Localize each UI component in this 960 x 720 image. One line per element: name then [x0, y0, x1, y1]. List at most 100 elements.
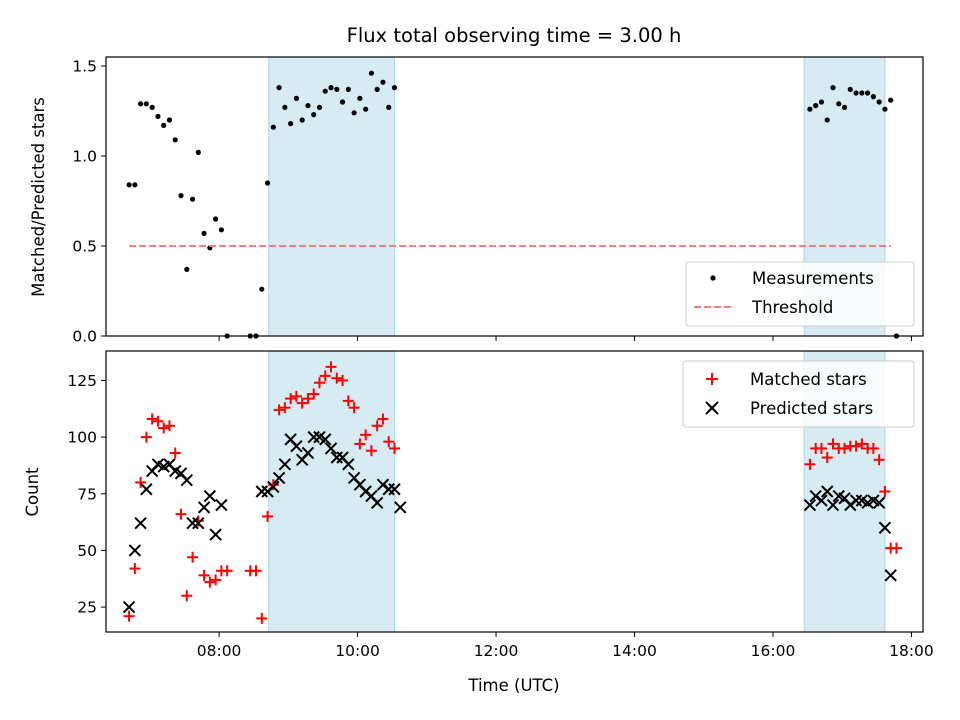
measurement-point — [189, 196, 196, 202]
matched-star-point — [290, 390, 302, 402]
measurement-point — [876, 99, 882, 105]
measurement-point — [807, 106, 813, 112]
matched-star-point — [140, 431, 152, 443]
matched-star-point — [850, 440, 862, 452]
chart-title: Flux total observing time = 3.00 h — [347, 24, 682, 47]
predicted-star-point — [215, 498, 228, 512]
predicted-star-point — [180, 473, 193, 487]
measurement-point — [357, 95, 363, 101]
matched-star-point — [169, 447, 181, 459]
matched-star-point — [279, 402, 291, 414]
matched-star-point — [163, 420, 175, 432]
measurement-point — [178, 193, 184, 199]
measurement-point — [386, 104, 392, 110]
predicted-star-point — [301, 446, 315, 460]
matched-star-point — [308, 388, 320, 400]
top-legend: Measurements Threshold — [685, 261, 915, 327]
measurement-point — [126, 182, 132, 188]
measurement-point — [322, 88, 328, 94]
measurement-point — [155, 113, 161, 119]
predicted-star-point — [134, 517, 147, 530]
measurement-point — [293, 95, 300, 101]
measurement-point — [201, 230, 207, 236]
measurement-point — [138, 101, 144, 107]
matched-star-point — [135, 476, 147, 488]
measurement-point — [259, 286, 265, 292]
measurement-point — [847, 86, 853, 92]
matched-star-point — [804, 458, 816, 470]
measurement-point — [865, 90, 871, 96]
measurement-point — [270, 124, 276, 130]
legend-measurements-label: Measurements — [752, 269, 874, 288]
matched-star-point — [377, 413, 389, 425]
predicted-star-point — [330, 451, 343, 464]
measurement-point — [813, 103, 819, 109]
matched-star-point — [250, 565, 262, 577]
measurement-point — [161, 122, 167, 128]
measurement-point — [172, 137, 178, 143]
matched-star-point — [198, 569, 210, 581]
matched-star-point — [354, 438, 366, 450]
predicted-star-point — [872, 496, 886, 510]
matched-star-point — [331, 372, 343, 384]
top-plot-frame — [105, 56, 924, 337]
measurement-point — [282, 104, 288, 110]
matched-star-point — [890, 542, 902, 554]
matched-star-point — [383, 436, 395, 448]
bottom-series-layer — [122, 361, 902, 624]
matched-star-point — [867, 442, 879, 454]
measurement-point — [288, 121, 294, 127]
y-tick-label: 0.5 — [72, 238, 97, 256]
predicted-star-point — [394, 501, 407, 514]
matched-star-point — [839, 442, 851, 454]
matched-star-point — [879, 486, 891, 497]
x-tick-label: 16:00 — [751, 642, 796, 660]
top-legend-box — [685, 261, 915, 327]
y-tick-label: 25 — [77, 599, 97, 617]
predicted-star-point — [128, 544, 142, 557]
measurement-point — [882, 106, 888, 112]
bottom-panel: 25 50 75 100 125 08:00 10:00 12:00 14:00 16:00 18:… — [23, 350, 934, 695]
x-tick-label: 08:00 — [197, 642, 242, 660]
matched-star-point — [181, 590, 193, 602]
measurement-point — [830, 85, 836, 91]
matched-star-point — [388, 442, 400, 454]
x-axis-label: Time (UTC) — [467, 676, 559, 695]
measurement-point — [218, 227, 224, 233]
legend-measurements-marker — [710, 275, 716, 281]
legend-predicted-label: Predicted stars — [750, 399, 873, 418]
measurement-point — [132, 182, 138, 188]
measurement-point — [299, 117, 305, 123]
top-series-layer — [126, 70, 900, 339]
measurement-point — [818, 99, 825, 105]
matched-star-point — [360, 429, 372, 441]
predicted-star-point — [307, 430, 320, 444]
x-tick-label: 12:00 — [474, 642, 519, 660]
x-tick-label: 14:00 — [612, 642, 657, 660]
y-tick-label: 50 — [77, 542, 97, 560]
matched-star-point — [123, 610, 135, 622]
measurement-point — [339, 99, 346, 105]
measurement-point — [305, 103, 311, 109]
measurement-point — [316, 104, 323, 110]
measurement-point — [374, 86, 380, 92]
predicted-star-point — [382, 483, 395, 496]
predicted-star-point — [255, 485, 268, 498]
predicted-star-point — [884, 569, 897, 582]
predicted-star-point — [319, 433, 332, 446]
matched-star-point — [827, 438, 839, 450]
predicted-star-point — [203, 489, 217, 503]
measurement-point — [870, 94, 876, 100]
predicted-star-point — [342, 458, 355, 471]
matched-star-point — [221, 565, 233, 577]
matched-star-point — [152, 415, 164, 427]
predicted-star-point — [370, 496, 384, 510]
predicted-star-point — [140, 483, 153, 496]
top-panel: 0.0 0.5 1.0 1.5 Matched/Predicted stars Mea… — [29, 56, 924, 346]
measurement-point — [380, 79, 386, 85]
predicted-star-point — [197, 501, 211, 514]
top-axis-ticks: 0.0 0.5 1.0 1.5 — [72, 58, 912, 346]
measurement-point — [345, 86, 351, 92]
matched-star-point — [175, 508, 187, 520]
